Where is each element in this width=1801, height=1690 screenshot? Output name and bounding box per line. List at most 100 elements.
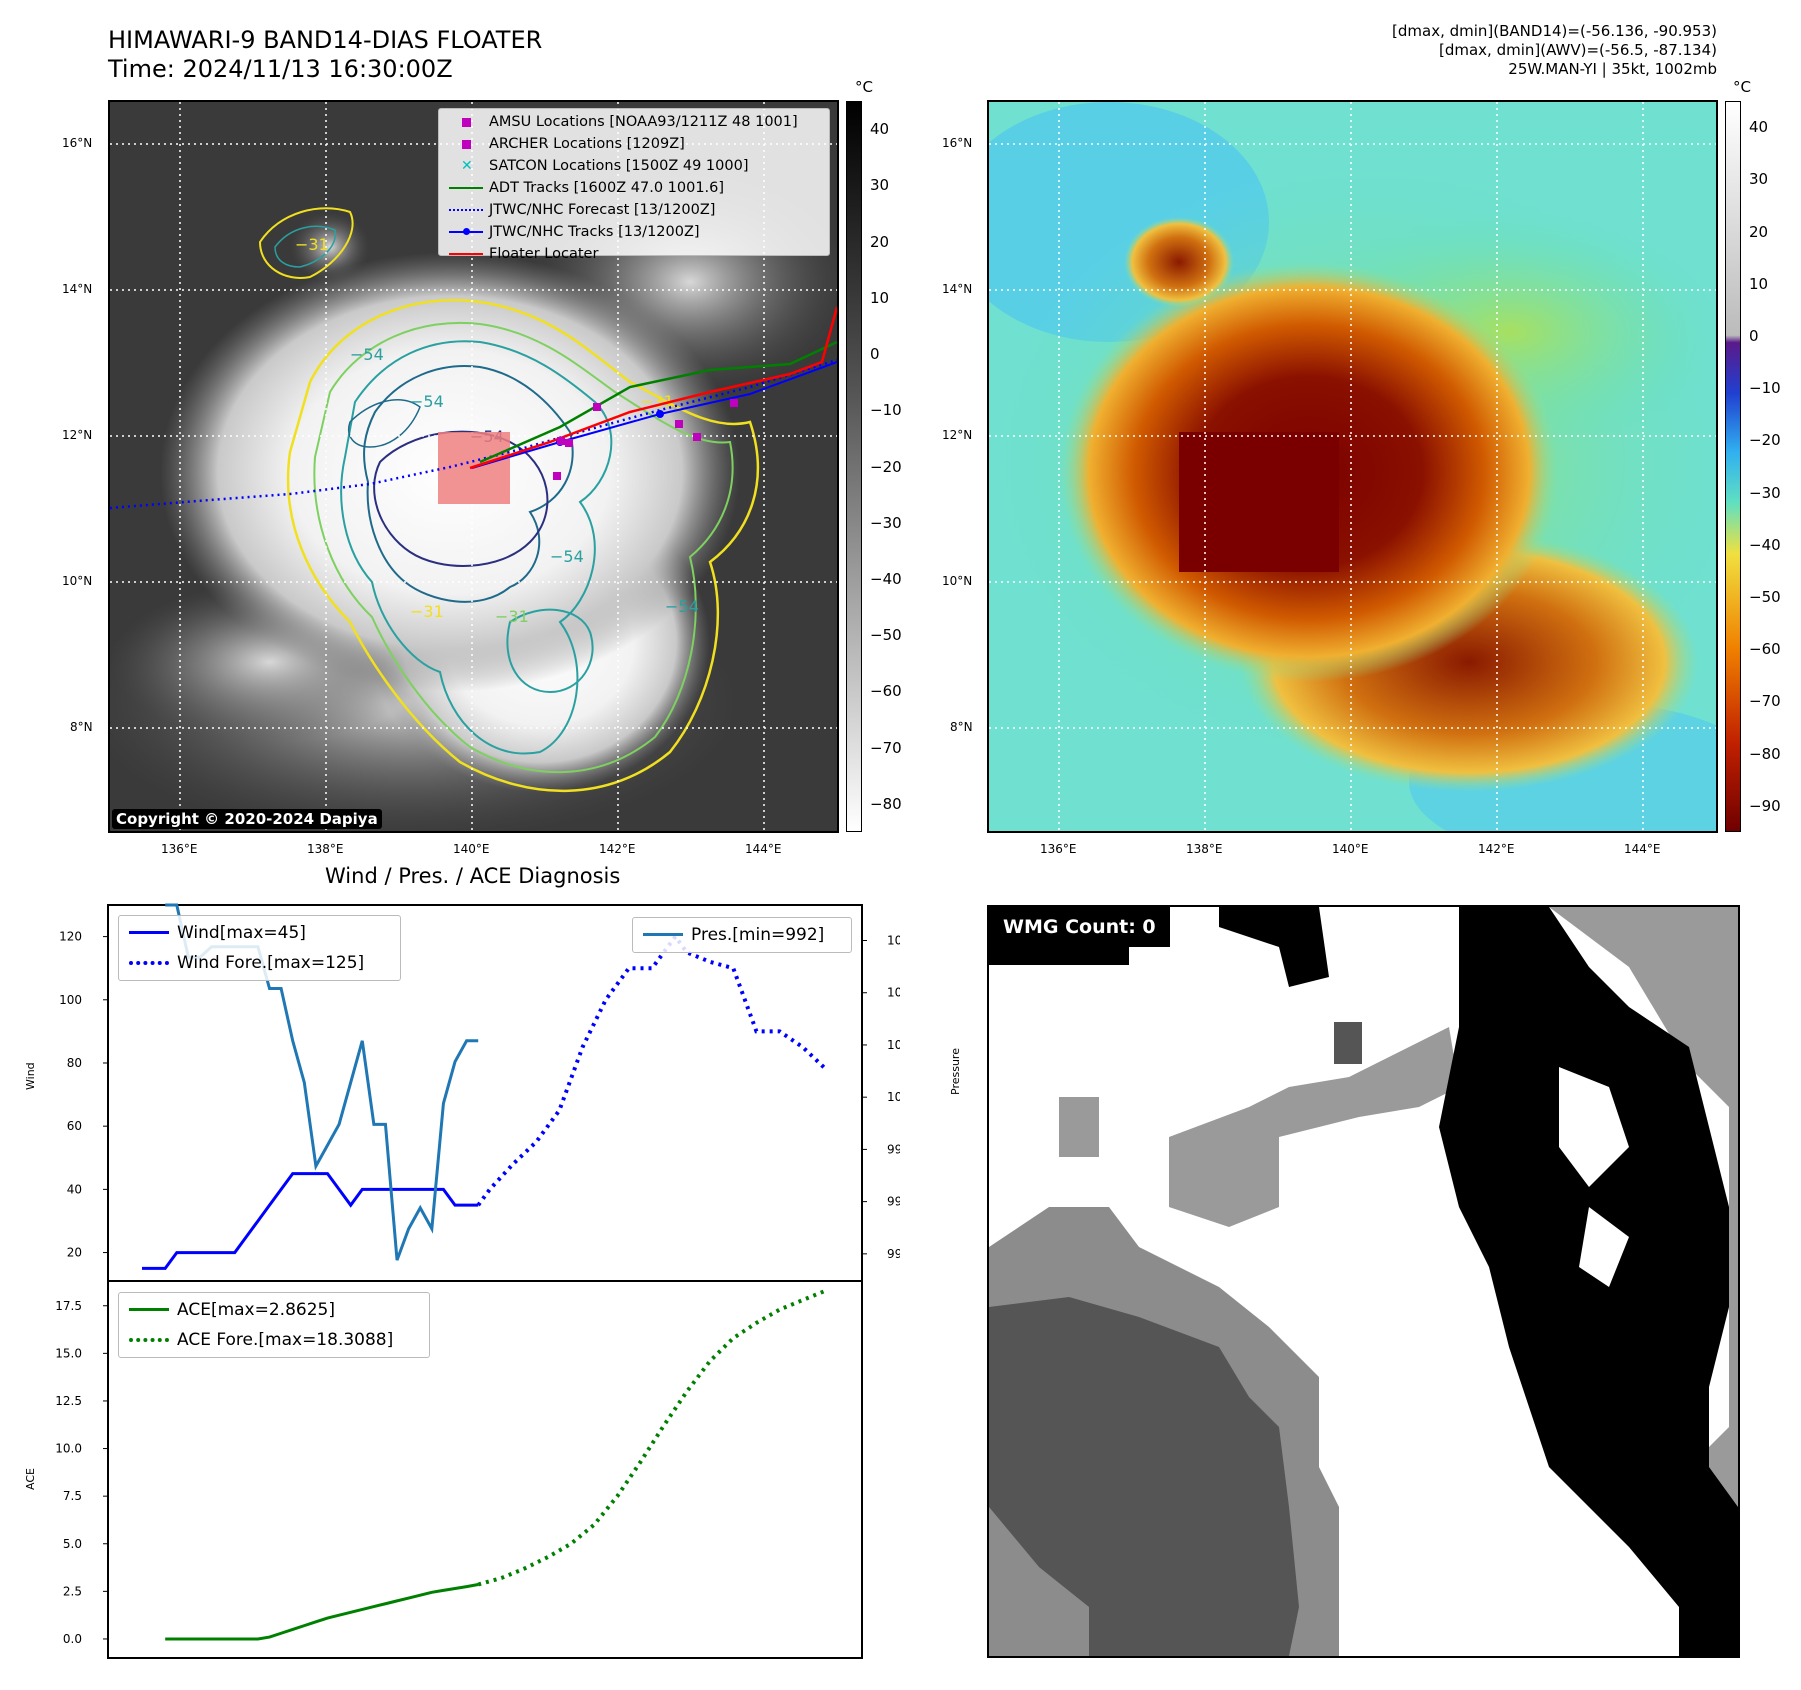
wind-tick-label: 20 bbox=[67, 1246, 82, 1260]
lon-label: 140°E bbox=[453, 842, 490, 856]
diagnosis-title: Wind / Pres. / ACE Diagnosis bbox=[325, 864, 621, 888]
ace-tick-label: 0.0 bbox=[63, 1632, 82, 1646]
adt-track bbox=[479, 340, 837, 464]
lat-label: 16°N bbox=[942, 136, 973, 150]
pressure-tick-label: 997.5 bbox=[887, 1142, 900, 1156]
wmg-count-label: WMG Count: 0 bbox=[989, 907, 1170, 947]
amsu-archer-markers bbox=[553, 399, 738, 480]
ace-legend: ACE[max=2.8625] ACE Fore.[max=18.3088] bbox=[118, 1292, 430, 1358]
ace-tick-label: 15.0 bbox=[55, 1346, 82, 1360]
ir-map-panel: −31 −54 −54 −31 −54 −31 −54 −54 −31 AMS bbox=[108, 100, 839, 833]
lat-label: 12°N bbox=[942, 428, 973, 442]
legend-item-satcon: ✕ SATCON Locations [1500Z 49 1000] bbox=[461, 158, 749, 174]
legend-item-ace: ACE[max=2.8625] bbox=[125, 1295, 423, 1325]
floater-locater-track bbox=[469, 306, 837, 470]
lat-label: 8°N bbox=[950, 720, 973, 734]
colorbar-tick-label: 0 bbox=[870, 345, 880, 364]
legend-item-pressure: Pres.[min=992] bbox=[639, 920, 845, 950]
lat-label: 8°N bbox=[70, 720, 93, 734]
colorbar-tick-label: −70 bbox=[1749, 692, 1781, 711]
lon-label: 138°E bbox=[307, 842, 344, 856]
copyright-label: Copyright © 2020-2024 Dapiya bbox=[112, 809, 382, 829]
ace-tick-label: 10.0 bbox=[55, 1442, 82, 1456]
pressure-tick-label: 1005.0 bbox=[887, 986, 900, 1000]
band14-range: [dmax, dmin](BAND14)=(-56.136, -90.953) bbox=[1392, 22, 1717, 40]
pressure-tick-label: 1002.5 bbox=[887, 1038, 900, 1052]
awv-colorbar bbox=[1725, 101, 1741, 832]
colorbar-tick-label: 0 bbox=[1749, 326, 1759, 345]
colorbar-tick-label: −60 bbox=[1749, 640, 1781, 659]
contour-label: −31 bbox=[295, 235, 329, 254]
colorbar-tick-label: −10 bbox=[1749, 379, 1781, 398]
awv-gridlines bbox=[989, 102, 1716, 831]
pressure-tick-label: 1007.5 bbox=[887, 934, 900, 948]
colorbar-tick-label: −30 bbox=[870, 513, 902, 532]
contour-label: −54 bbox=[665, 597, 699, 616]
storm-info: 25W.MAN-YI | 35kt, 1002mb bbox=[1508, 60, 1717, 78]
figure-time: Time: 2024/11/13 16:30:00Z bbox=[108, 55, 453, 84]
lon-label: 144°E bbox=[745, 842, 782, 856]
awv-range: [dmax, dmin](AWV)=(-56.5, -87.134) bbox=[1438, 41, 1717, 59]
title-line-2: Time: 2024/11/13 16:30:00Z bbox=[108, 55, 453, 83]
colorbar-tick-label: −80 bbox=[870, 794, 902, 813]
colorbar-tick-label: 30 bbox=[870, 176, 890, 195]
colorbar-tick-label: −40 bbox=[870, 569, 902, 588]
contour-label: −54 bbox=[350, 345, 384, 364]
legend-item-jtwc-forecast: JTWC/NHC Forecast [13/1200Z] bbox=[445, 199, 823, 221]
lon-label: 142°E bbox=[599, 842, 636, 856]
jtwc-forecast-track bbox=[110, 358, 837, 510]
ace-series-line bbox=[165, 1583, 479, 1641]
lat-label: 10°N bbox=[62, 574, 93, 588]
title-line-1: HIMAWARI-9 BAND14-DIAS FLOATER bbox=[108, 26, 543, 54]
lat-label: 14°N bbox=[62, 282, 93, 296]
colorbar-tick-label: −20 bbox=[1749, 431, 1781, 450]
pressure-axis-label: Pressure bbox=[949, 1048, 962, 1095]
colorbar-tick-label: 40 bbox=[870, 120, 890, 139]
contour-label: −31 bbox=[410, 602, 444, 621]
contour-label: −54 bbox=[410, 392, 444, 411]
ace-tick-label: 5.0 bbox=[63, 1537, 82, 1551]
colorbar-tick-label: 10 bbox=[870, 288, 890, 307]
legend-item-wind-forecast: Wind Fore.[max=125] bbox=[125, 948, 394, 978]
wind-tick-label: 40 bbox=[67, 1182, 82, 1196]
awv-map-image bbox=[989, 102, 1716, 831]
lat-label: 10°N bbox=[942, 574, 973, 588]
wind-tick-label: 80 bbox=[67, 1056, 82, 1070]
figure-title: HIMAWARI-9 BAND14-DIAS FLOATER bbox=[108, 26, 542, 55]
colorbar-tick-label: 40 bbox=[1749, 118, 1769, 137]
ace-tick-label: 17.5 bbox=[55, 1299, 82, 1313]
lon-label: 138°E bbox=[1186, 842, 1223, 856]
lon-label: 140°E bbox=[1332, 842, 1369, 856]
wind-tick-label: 100 bbox=[59, 993, 82, 1007]
wind-tick-label: 60 bbox=[67, 1119, 82, 1133]
lat-label: 12°N bbox=[62, 428, 93, 442]
colorbar-tick-label: −30 bbox=[1749, 483, 1781, 502]
contour-label: −54 bbox=[550, 547, 584, 566]
legend-item-adt: ADT Tracks [1600Z 47.0 1001.6] bbox=[445, 177, 823, 199]
legend-item-ace-forecast: ACE Fore.[max=18.3088] bbox=[125, 1325, 423, 1355]
diagnosis-charts: 20 40 60 80 100 120 992.5 995.0 997.5 1000.0 1002.… bbox=[55, 903, 900, 1659]
legend-item-wind: Wind[max=45] bbox=[125, 918, 394, 948]
colorbar-tick-label: 30 bbox=[1749, 170, 1769, 189]
lon-label: 136°E bbox=[161, 842, 198, 856]
header-stats: [dmax, dmin](BAND14)=(-56.136, -90.953) … bbox=[1392, 22, 1717, 79]
lon-label: 144°E bbox=[1624, 842, 1661, 856]
legend-item-jtwc-tracks: JTWC/NHC Tracks [13/1200Z] bbox=[445, 221, 823, 243]
wind-tick-label: 120 bbox=[59, 930, 82, 944]
ir-map-legend: AMSU Locations [NOAA93/1211Z 48 1001] AR… bbox=[438, 108, 830, 262]
colorbar-tick-label: 10 bbox=[1749, 274, 1769, 293]
colorbar-tick-label: −80 bbox=[1749, 744, 1781, 763]
colorbar-tick-label: 20 bbox=[870, 232, 890, 251]
ace-tick-label: 7.5 bbox=[63, 1489, 82, 1503]
wmg-image bbox=[989, 907, 1738, 1656]
legend-item-archer: ARCHER Locations [1209Z] bbox=[445, 133, 823, 155]
colorbar-tick-label: −50 bbox=[870, 626, 902, 645]
awv-map-panel bbox=[987, 100, 1718, 833]
lon-label: 136°E bbox=[1040, 842, 1077, 856]
lon-label: 142°E bbox=[1478, 842, 1515, 856]
colorbar-tick-label: −90 bbox=[1749, 796, 1781, 815]
pressure-tick-label: 995.0 bbox=[887, 1195, 900, 1209]
lat-label: 16°N bbox=[62, 136, 93, 150]
wmg-panel: WMG Count: 0 bbox=[987, 905, 1740, 1658]
colorbar-tick-label: 20 bbox=[1749, 222, 1769, 241]
